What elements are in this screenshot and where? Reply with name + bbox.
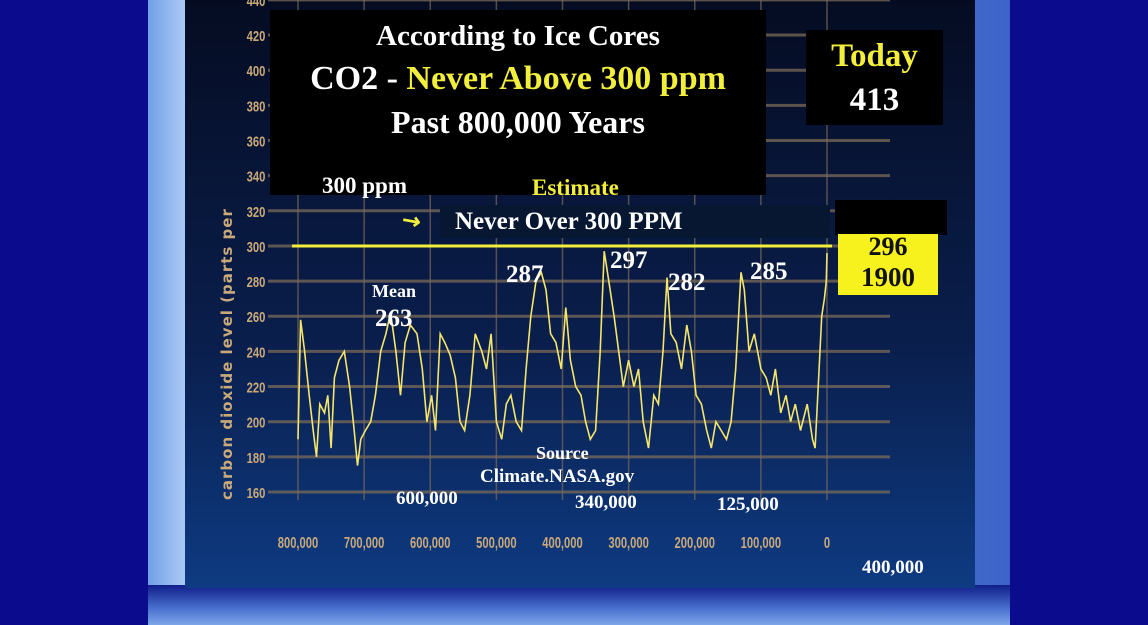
x-tick-label: 400,000 — [542, 533, 583, 552]
x-tick-label: 300,000 — [608, 533, 649, 552]
age-600k-label: 600,000 — [396, 488, 458, 509]
peak-285-label: 285 — [750, 258, 788, 285]
y-tick-label: 380 — [247, 98, 266, 115]
today-label: Today — [831, 38, 918, 74]
y-tick-label: 420 — [247, 27, 266, 44]
y-tick-label: 200 — [247, 414, 266, 431]
mean-label: Mean — [372, 281, 416, 301]
age-400k-label: 400,000 — [862, 557, 924, 578]
title-line-3: Past 800,000 Years — [391, 104, 645, 140]
x-tick-label: 500,000 — [476, 533, 517, 552]
y-tick-label: 440 — [247, 0, 266, 9]
y-tick-label: 160 — [247, 484, 266, 501]
y-tick-label: 180 — [247, 449, 266, 466]
x-tick-labels: 800,000 700,000 600,000 500,000 400,000 300,0… — [278, 533, 831, 552]
peak-287-label: 287 — [506, 261, 544, 288]
peak-282-label: 282 — [668, 269, 706, 296]
dark-box — [835, 200, 947, 235]
title-highlight: Never Above 300 ppm — [406, 60, 726, 97]
x-tick-label: 100,000 — [741, 533, 782, 552]
x-tick-label: 800,000 — [278, 533, 319, 552]
mean-value: 263 — [375, 305, 413, 332]
x-tick-label: 200,000 — [675, 533, 716, 552]
today-box — [806, 30, 943, 125]
y-tick-label: 360 — [247, 133, 266, 150]
y-tick-labels: 160 180 200 220 240 260 280 300 320 340 360 380 400 4… — [247, 0, 266, 501]
source-site: Climate.NASA.gov — [480, 466, 635, 487]
y-tick-label: 320 — [247, 203, 266, 220]
title-line-1: According to Ice Cores — [376, 20, 660, 52]
y-tick-label: 240 — [247, 344, 266, 361]
y-tick-label: 340 — [247, 168, 266, 185]
year-1900-value: 296 — [868, 232, 908, 261]
title-co2: CO2 - — [310, 60, 407, 97]
estimate-label: Estimate — [532, 175, 619, 200]
x-tick-label: 0 — [824, 533, 830, 552]
peak-297-label: 297 — [610, 247, 648, 274]
slide-frame-bottom — [148, 585, 1010, 625]
x-tick-label: 700,000 — [344, 533, 385, 552]
co2-series-line — [297, 251, 828, 466]
caption-box — [440, 205, 830, 238]
title-line-2: CO2 - Never Above 300 ppm — [270, 62, 766, 96]
source-label: Source — [536, 443, 589, 463]
title-box — [270, 10, 766, 195]
y-tick-label: 280 — [247, 274, 266, 291]
y-tick-label: 300 — [247, 238, 266, 255]
age-340k-label: 340,000 — [575, 492, 637, 513]
x-tick-label: 600,000 — [410, 533, 451, 552]
y-tick-label: 260 — [247, 309, 266, 326]
age-125k-label: 125,000 — [717, 494, 779, 515]
y-tick-label: 400 — [247, 63, 266, 80]
today-value: 413 — [849, 82, 900, 118]
y-tick-label: 220 — [247, 379, 266, 396]
year-1900-box — [838, 234, 938, 295]
year-1900-year: 1900 — [861, 262, 915, 292]
ref-label: 300 ppm — [322, 173, 407, 198]
y-axis-label: carbon dioxide level (parts per — [218, 208, 236, 500]
ref-caption: Never Over 300 PPM — [455, 208, 683, 235]
